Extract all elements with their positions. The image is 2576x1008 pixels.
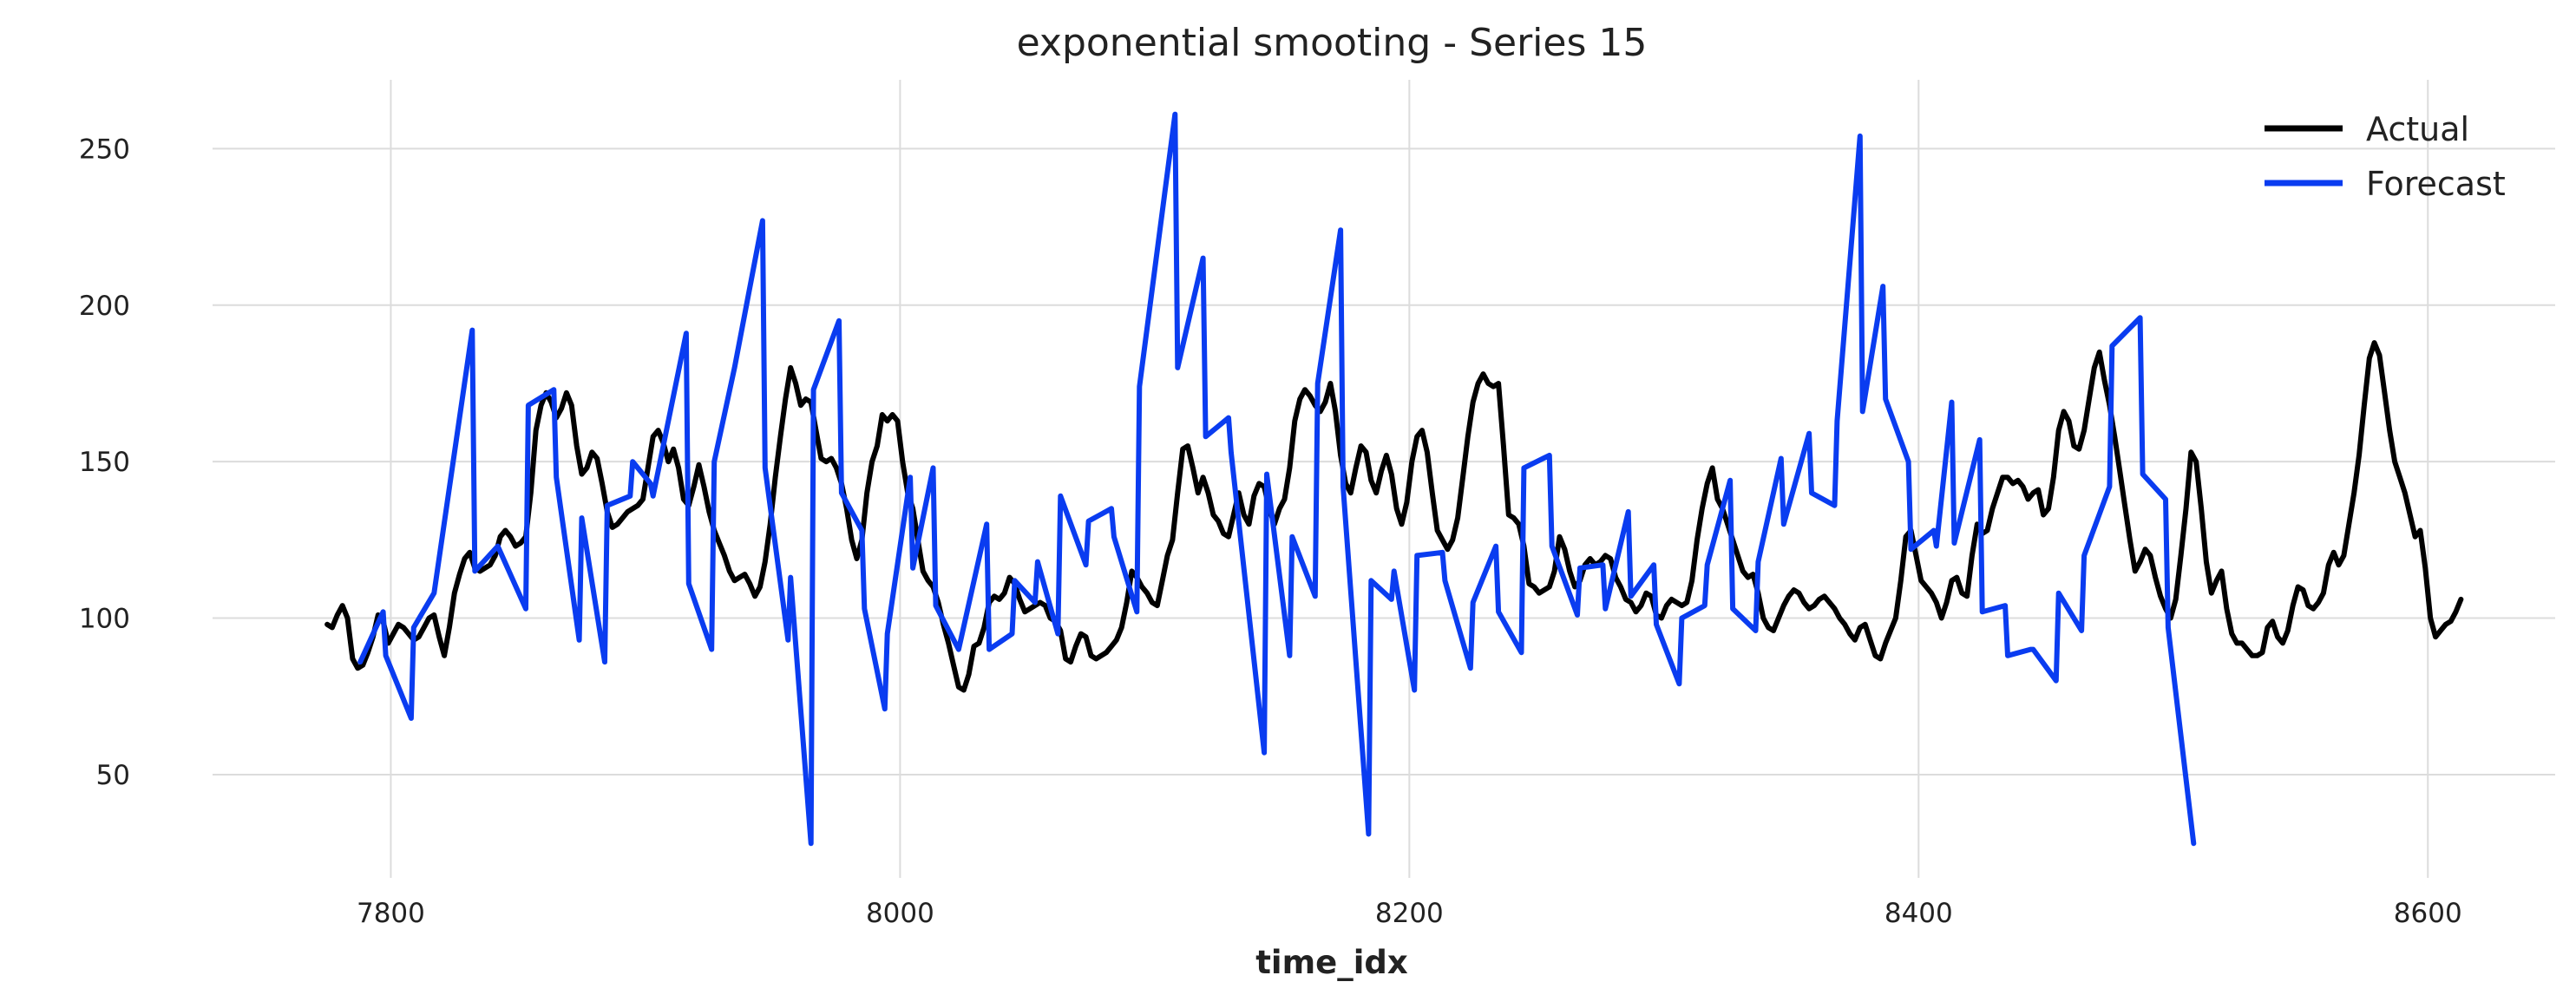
legend-label-actual: Actual	[2366, 110, 2469, 148]
x-tick-label: 8200	[1375, 898, 1444, 929]
series-layer	[324, 111, 2464, 847]
chart-title: exponential smooting - Series 15	[1017, 21, 1648, 65]
tick-labels: 7800 8000 8200 8400 8600 50 100 150 200 250	[79, 134, 2462, 929]
x-tick-label: 8000	[866, 898, 934, 929]
y-tick-label: 200	[79, 291, 130, 322]
grid	[213, 80, 2555, 878]
x-tick-label: 8600	[2394, 898, 2462, 929]
y-tick-label: 100	[79, 604, 130, 635]
y-tick-label: 250	[79, 134, 130, 165]
x-tick-label: 7800	[357, 898, 425, 929]
x-axis-label: time_idx	[1255, 944, 1408, 981]
series-line-actual	[324, 340, 2464, 693]
y-tick-label: 150	[79, 447, 130, 478]
series-line-forecast	[357, 111, 2197, 847]
y-tick-label: 50	[96, 760, 130, 791]
legend-label-forecast: Forecast	[2366, 165, 2506, 203]
legend: Actual Forecast	[2265, 110, 2506, 203]
x-tick-label: 8400	[1884, 898, 1953, 929]
